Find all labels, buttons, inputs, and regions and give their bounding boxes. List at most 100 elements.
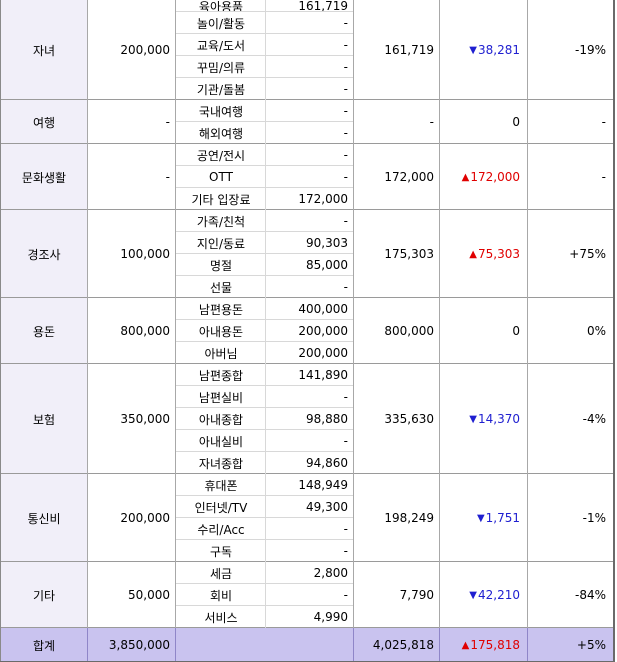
budget-cell[interactable]: 350,000 (88, 364, 176, 474)
change-cell[interactable]: 0 (440, 298, 528, 364)
subcategory-cell[interactable]: 자녀종합 (176, 452, 266, 474)
subcategory-cell[interactable]: 휴대폰 (176, 474, 266, 496)
category-cell[interactable]: 통신비 (0, 474, 88, 562)
subcategory-amount-cell[interactable]: 161,719 (266, 0, 354, 12)
subcategory-amount-cell[interactable]: - (266, 540, 354, 562)
subcategory-amount-cell[interactable]: 2,800 (266, 562, 354, 584)
subcategory-amount-cell[interactable]: 200,000 (266, 320, 354, 342)
subcategory-amount-cell[interactable]: 49,300 (266, 496, 354, 518)
subcategory-amount-cell[interactable]: 200,000 (266, 342, 354, 364)
budget-cell[interactable]: 100,000 (88, 210, 176, 298)
subcategory-amount-cell[interactable]: 141,890 (266, 364, 354, 386)
budget-cell[interactable]: - (88, 100, 176, 144)
budget-cell[interactable]: 200,000 (88, 474, 176, 562)
category-cell[interactable]: 보험 (0, 364, 88, 474)
total-actual-cell[interactable]: 4,025,818 (354, 628, 440, 662)
subcategory-amount-cell[interactable]: - (266, 34, 354, 56)
subcategory-amount-cell[interactable]: - (266, 78, 354, 100)
subcategory-cell[interactable]: 세금 (176, 562, 266, 584)
subcategory-amount-cell[interactable]: - (266, 430, 354, 452)
subcategory-cell[interactable]: 남편용돈 (176, 298, 266, 320)
subcategory-cell[interactable]: 공연/전시 (176, 144, 266, 166)
category-cell[interactable]: 자녀 (0, 0, 88, 100)
subcategory-cell[interactable]: 아버님 (176, 342, 266, 364)
actual-cell[interactable]: 198,249 (354, 474, 440, 562)
percent-cell[interactable]: - (528, 100, 614, 144)
actual-cell[interactable]: 175,303 (354, 210, 440, 298)
subcategory-cell[interactable]: 서비스 (176, 606, 266, 628)
subcategory-cell[interactable]: 아내용돈 (176, 320, 266, 342)
actual-cell[interactable]: 7,790 (354, 562, 440, 628)
subcategory-cell[interactable]: 육아용품 (176, 0, 266, 12)
percent-cell[interactable]: -1% (528, 474, 614, 562)
subcategory-amount-cell[interactable]: - (266, 100, 354, 122)
percent-cell[interactable]: - (528, 144, 614, 210)
budget-cell[interactable]: 200,000 (88, 0, 176, 100)
subcategory-cell[interactable]: 인터넷/TV (176, 496, 266, 518)
actual-cell[interactable]: 161,719 (354, 0, 440, 100)
subcategory-amount-cell[interactable]: - (266, 584, 354, 606)
total-label-cell[interactable]: 합계 (0, 628, 88, 662)
change-cell[interactable]: ▼ 1,751 (440, 474, 528, 562)
budget-cell[interactable]: - (88, 144, 176, 210)
actual-cell[interactable]: 172,000 (354, 144, 440, 210)
percent-cell[interactable]: -19% (528, 0, 614, 100)
actual-cell[interactable]: 335,630 (354, 364, 440, 474)
total-budget-cell[interactable]: 3,850,000 (88, 628, 176, 662)
total-percent-cell[interactable]: +5% (528, 628, 614, 662)
category-cell[interactable]: 기타 (0, 562, 88, 628)
change-cell[interactable]: ▼ 14,370 (440, 364, 528, 474)
subcategory-cell[interactable]: 꾸밈/의류 (176, 56, 266, 78)
subcategory-cell[interactable]: 교육/도서 (176, 34, 266, 56)
subcategory-amount-cell[interactable]: - (266, 12, 354, 34)
subcategory-cell[interactable]: 놀이/활동 (176, 12, 266, 34)
subcategory-amount-cell[interactable]: - (266, 276, 354, 298)
subcategory-cell[interactable]: 선물 (176, 276, 266, 298)
subcategory-amount-cell[interactable]: - (266, 386, 354, 408)
subcategory-amount-cell[interactable]: - (266, 144, 354, 166)
category-cell[interactable]: 용돈 (0, 298, 88, 364)
subcategory-amount-cell[interactable]: - (266, 166, 354, 188)
percent-cell[interactable]: -84% (528, 562, 614, 628)
change-cell[interactable]: ▼ 42,210 (440, 562, 528, 628)
subcategory-cell[interactable]: 가족/친척 (176, 210, 266, 232)
subcategory-amount-cell[interactable]: - (266, 518, 354, 540)
subcategory-amount-cell[interactable]: - (266, 56, 354, 78)
subcategory-cell[interactable]: 아내실비 (176, 430, 266, 452)
percent-cell[interactable]: 0% (528, 298, 614, 364)
subcategory-cell[interactable]: 지인/동료 (176, 232, 266, 254)
subcategory-cell[interactable]: OTT (176, 166, 266, 188)
percent-cell[interactable]: +75% (528, 210, 614, 298)
subcategory-amount-cell[interactable]: 172,000 (266, 188, 354, 210)
subcategory-cell[interactable]: 수리/Acc (176, 518, 266, 540)
subcategory-amount-cell[interactable]: - (266, 210, 354, 232)
change-cell[interactable]: 0 (440, 100, 528, 144)
subcategory-amount-cell[interactable]: 148,949 (266, 474, 354, 496)
category-cell[interactable]: 문화생활 (0, 144, 88, 210)
actual-cell[interactable]: 800,000 (354, 298, 440, 364)
budget-cell[interactable]: 50,000 (88, 562, 176, 628)
category-cell[interactable]: 경조사 (0, 210, 88, 298)
change-cell[interactable]: ▲ 75,303 (440, 210, 528, 298)
subcategory-cell[interactable]: 구독 (176, 540, 266, 562)
subcategory-cell[interactable]: 회비 (176, 584, 266, 606)
subcategory-amount-cell[interactable]: - (266, 122, 354, 144)
total-change-cell[interactable]: ▲ 175,818 (440, 628, 528, 662)
subcategory-amount-cell[interactable]: 400,000 (266, 298, 354, 320)
category-cell[interactable]: 여행 (0, 100, 88, 144)
change-cell[interactable]: ▼ 38,281 (440, 0, 528, 100)
subcategory-amount-cell[interactable]: 94,860 (266, 452, 354, 474)
actual-cell[interactable]: - (354, 100, 440, 144)
budget-cell[interactable]: 800,000 (88, 298, 176, 364)
subcategory-amount-cell[interactable]: 98,880 (266, 408, 354, 430)
subcategory-cell[interactable]: 남편종합 (176, 364, 266, 386)
subcategory-cell[interactable]: 해외여행 (176, 122, 266, 144)
subcategory-cell[interactable]: 명절 (176, 254, 266, 276)
subcategory-amount-cell[interactable]: 85,000 (266, 254, 354, 276)
change-cell[interactable]: ▲ 172,000 (440, 144, 528, 210)
subcategory-cell[interactable]: 국내여행 (176, 100, 266, 122)
subcategory-cell[interactable]: 남편실비 (176, 386, 266, 408)
subcategory-cell[interactable]: 아내종합 (176, 408, 266, 430)
subcategory-cell[interactable]: 기관/돌봄 (176, 78, 266, 100)
subcategory-cell[interactable]: 기타 입장료 (176, 188, 266, 210)
